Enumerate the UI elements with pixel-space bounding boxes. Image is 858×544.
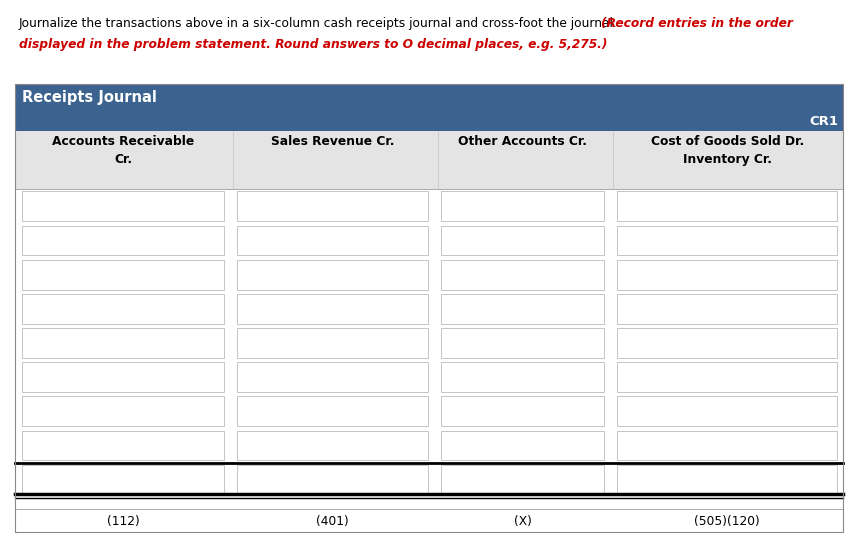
Bar (237, 260, 428, 289)
Text: displayed in the problem statement. Round answers to O decimal places, e.g. 5,27: displayed in the problem statement. Roun… (19, 38, 607, 51)
Bar (617, 465, 837, 494)
Text: Other Accounts Cr.: Other Accounts Cr. (458, 135, 587, 149)
Bar (22, 328, 224, 358)
Bar (22, 226, 224, 256)
Bar (237, 430, 428, 460)
Bar (22, 260, 224, 289)
Bar (441, 328, 604, 358)
Text: Cost of Goods Sold Dr.
Inventory Cr.: Cost of Goods Sold Dr. Inventory Cr. (650, 135, 804, 166)
Bar (22, 430, 224, 460)
Bar (617, 430, 837, 460)
Bar (441, 430, 604, 460)
Bar (22, 465, 224, 494)
Text: CR1: CR1 (809, 115, 838, 128)
Bar (237, 362, 428, 392)
Bar (22, 294, 224, 324)
Text: Journalize the transactions above in a six-column cash receipts journal and cros: Journalize the transactions above in a s… (19, 17, 621, 30)
Bar (441, 260, 604, 289)
Bar (441, 362, 604, 392)
Bar (237, 191, 428, 221)
Text: (Record entries in the order: (Record entries in the order (601, 17, 793, 30)
Bar (15, 84, 843, 131)
Bar (237, 328, 428, 358)
Bar (237, 465, 428, 494)
Text: (505)(120): (505)(120) (694, 515, 760, 528)
Bar (617, 328, 837, 358)
Text: Accounts Receivable
Cr.: Accounts Receivable Cr. (52, 135, 194, 166)
Bar (441, 191, 604, 221)
Bar (22, 191, 224, 221)
Bar (237, 294, 428, 324)
Bar (617, 362, 837, 392)
Bar (237, 397, 428, 426)
Text: Sales Revenue Cr.: Sales Revenue Cr. (271, 135, 394, 149)
Bar (617, 260, 837, 289)
Bar (441, 294, 604, 324)
Bar (22, 362, 224, 392)
Bar (15, 84, 843, 532)
Text: (112): (112) (106, 515, 140, 528)
Text: (401): (401) (316, 515, 349, 528)
Text: Receipts Journal: Receipts Journal (22, 90, 157, 105)
Text: (X): (X) (514, 515, 531, 528)
Bar (617, 397, 837, 426)
Bar (617, 226, 837, 256)
Bar (441, 226, 604, 256)
Bar (617, 294, 837, 324)
Bar (237, 226, 428, 256)
Bar (441, 465, 604, 494)
Bar (441, 397, 604, 426)
Bar (617, 191, 837, 221)
Bar (15, 131, 843, 189)
Bar (22, 397, 224, 426)
